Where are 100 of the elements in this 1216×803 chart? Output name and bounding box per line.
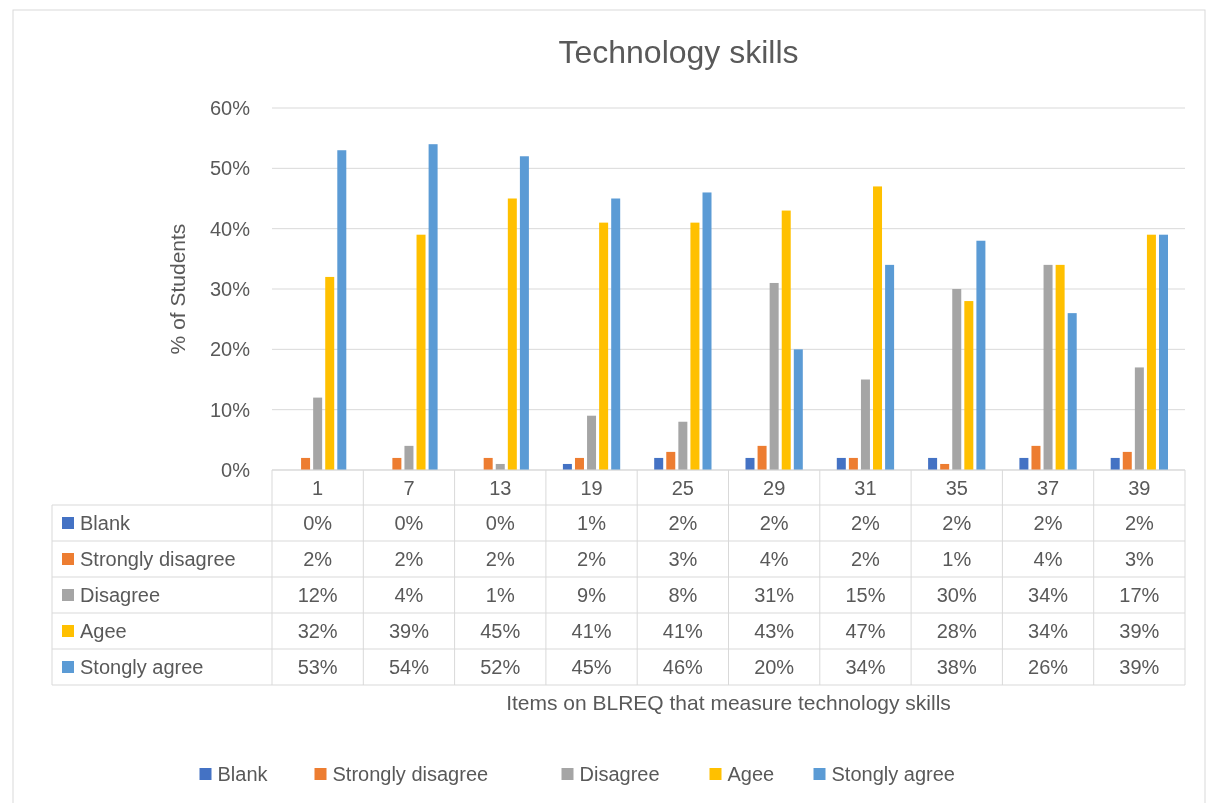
x-tick-label: 13 xyxy=(489,477,512,499)
data-label: 4% xyxy=(759,548,789,570)
data-label: 2% xyxy=(303,548,333,570)
bar xyxy=(1043,264,1053,470)
bar xyxy=(976,240,986,470)
data-label: 38% xyxy=(936,656,977,678)
text: Strongly disagree xyxy=(332,763,489,785)
bar xyxy=(781,210,791,470)
x-tick-label: 37 xyxy=(1036,477,1060,499)
data-label: 47% xyxy=(845,620,886,642)
bar xyxy=(1159,234,1168,470)
text: Disagree xyxy=(579,763,660,785)
bar xyxy=(507,198,517,470)
data-label: 41% xyxy=(571,620,612,642)
bar xyxy=(301,457,311,470)
bar xyxy=(1134,367,1144,470)
data-label: 4% xyxy=(1033,548,1063,570)
data-label: 9% xyxy=(577,584,607,606)
bar xyxy=(690,222,700,470)
data-label: 2% xyxy=(851,548,881,570)
y-tick-label: 20% xyxy=(209,338,251,361)
x-tick-label: 35 xyxy=(945,477,968,499)
legend-label: Disagree xyxy=(80,584,161,606)
data-label: 39% xyxy=(1119,620,1160,642)
data-label: 1% xyxy=(942,548,972,570)
x-tick-label: 31 xyxy=(854,477,877,499)
bar xyxy=(1019,457,1029,470)
bar xyxy=(1122,451,1132,470)
bar xyxy=(745,457,755,470)
data-label: 54% xyxy=(388,656,430,678)
data-label: 17% xyxy=(1119,584,1160,606)
data-label: 2% xyxy=(485,548,515,570)
legend-label: Blank xyxy=(217,763,269,785)
data-label: 2% xyxy=(1033,512,1063,534)
data-label: 8% xyxy=(668,584,698,606)
data-label: 34% xyxy=(1028,620,1069,642)
data-label: 2% xyxy=(577,548,607,570)
data-label: 28% xyxy=(936,620,977,642)
legend-label: Strongly disagree xyxy=(80,548,236,570)
data-label: 32% xyxy=(297,620,338,642)
legend-label: Agee xyxy=(80,620,127,642)
bar xyxy=(928,457,938,470)
bar xyxy=(793,349,803,470)
bar xyxy=(325,276,335,470)
data-label: 53% xyxy=(297,656,338,678)
bar xyxy=(1055,264,1065,470)
y-tick-label: 50% xyxy=(209,157,251,180)
bar xyxy=(313,397,323,470)
bar xyxy=(964,301,974,470)
data-label: 2% xyxy=(668,512,698,534)
bar xyxy=(428,144,438,470)
bar xyxy=(1031,445,1041,470)
x-tick-label: 1 xyxy=(312,477,324,499)
y-tick-label: 0% xyxy=(221,459,251,481)
data-label: 31% xyxy=(754,584,795,606)
bar xyxy=(873,186,883,470)
bar xyxy=(654,457,664,470)
y-axis-title: % of Students xyxy=(166,223,189,355)
data-label: 1% xyxy=(485,584,515,606)
bar xyxy=(757,445,767,470)
bar xyxy=(769,282,779,470)
data-label: 0% xyxy=(394,512,424,534)
bar xyxy=(1067,313,1077,470)
data-label: 0% xyxy=(303,512,333,534)
bar xyxy=(404,445,414,470)
x-tick-label: 7 xyxy=(403,477,415,499)
data-label: 15% xyxy=(845,584,886,606)
bar xyxy=(702,192,712,470)
bar xyxy=(860,379,870,470)
data-label: 2% xyxy=(759,512,789,534)
data-label: 20% xyxy=(754,656,795,678)
bar xyxy=(587,415,597,470)
data-label: 52% xyxy=(480,656,521,678)
bar xyxy=(611,198,621,470)
data-label: 34% xyxy=(1028,584,1069,606)
bar xyxy=(416,234,426,470)
bar xyxy=(666,451,676,470)
data-label: 3% xyxy=(1124,548,1155,570)
bar xyxy=(952,289,962,470)
bar xyxy=(885,264,895,470)
text: Blank xyxy=(80,512,131,534)
data-label: 41% xyxy=(662,620,704,642)
data-label: 45% xyxy=(571,656,612,678)
bar xyxy=(337,150,347,470)
bar xyxy=(574,457,584,470)
data-label: 26% xyxy=(1028,656,1069,678)
data-label: 39% xyxy=(1119,656,1160,678)
x-tick-label: 29 xyxy=(763,477,786,499)
bar xyxy=(483,457,493,470)
data-label: 2% xyxy=(394,548,424,570)
x-tick-label: 39 xyxy=(1128,477,1151,499)
bar xyxy=(836,457,846,470)
text: Agee xyxy=(727,763,775,785)
data-label: 46% xyxy=(662,656,704,678)
bar xyxy=(392,457,402,470)
data-label: 45% xyxy=(480,620,521,642)
text: Items on BLREQ that measure technology skills xyxy=(506,691,951,714)
bar xyxy=(1146,234,1156,470)
data-label: 2% xyxy=(851,512,881,534)
data-label: 0% xyxy=(485,512,515,534)
